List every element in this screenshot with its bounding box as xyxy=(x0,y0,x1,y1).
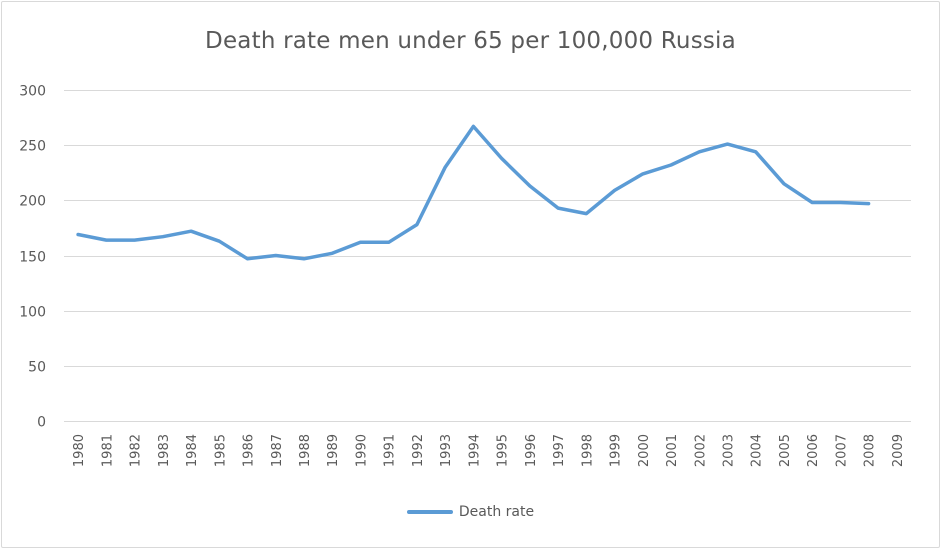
y-tick-label-50: 50 xyxy=(28,360,46,376)
x-tick-label-1983: 1983 xyxy=(157,434,172,467)
x-tick-label-1992: 1992 xyxy=(411,434,426,467)
x-tick-label-1980: 1980 xyxy=(72,434,87,467)
x-tick-label-1995: 1995 xyxy=(496,434,511,467)
chart-title: Death rate men under 65 per 100,000 Russ… xyxy=(205,28,736,54)
x-tick-label-2006: 2006 xyxy=(806,434,821,467)
x-tick-label-1990: 1990 xyxy=(354,434,369,467)
x-tick-label-1999: 1999 xyxy=(609,434,624,467)
y-tick-label-150: 150 xyxy=(19,250,46,266)
x-tick-label-2007: 2007 xyxy=(834,434,849,467)
series-line-0 xyxy=(76,124,871,261)
x-tick-label-1988: 1988 xyxy=(298,434,313,467)
legend-swatch-death-rate xyxy=(406,510,453,514)
y-tick-label-250: 250 xyxy=(19,139,46,155)
x-tick-label-2004: 2004 xyxy=(750,434,765,467)
x-tick-label-1993: 1993 xyxy=(439,434,454,467)
x-tick-label-1989: 1989 xyxy=(326,434,341,467)
x-tick-label-2003: 2003 xyxy=(721,434,736,467)
y-tick-label-300: 300 xyxy=(19,84,46,100)
gridlines xyxy=(64,90,911,422)
x-tick-label-2008: 2008 xyxy=(863,434,878,467)
y-tick-label-0: 0 xyxy=(37,415,46,431)
x-tick-label-1986: 1986 xyxy=(242,434,257,467)
x-tick-label-2000: 2000 xyxy=(637,434,652,467)
x-tick-label-1994: 1994 xyxy=(467,434,482,467)
x-tick-label-1984: 1984 xyxy=(185,434,200,467)
y-tick-label-200: 200 xyxy=(19,194,46,210)
x-tick-label-1996: 1996 xyxy=(524,434,539,467)
series-layer xyxy=(76,124,871,261)
y-tick-label-100: 100 xyxy=(19,305,46,321)
x-tick-label-1997: 1997 xyxy=(552,434,567,467)
y-axis-ticks: 0 50 100 150 200 250 300 xyxy=(19,84,46,431)
x-tick-label-1987: 1987 xyxy=(270,434,285,467)
x-tick-label-1981: 1981 xyxy=(100,434,115,467)
x-tick-label-1982: 1982 xyxy=(129,434,144,467)
x-tick-label-2009: 2009 xyxy=(891,434,906,467)
legend: Death rate xyxy=(0,500,941,524)
x-axis-ticks: 1980 1981 1982 1983 1984 1985 1986 1987 1988 1989… xyxy=(72,434,906,467)
x-tick-label-1985: 1985 xyxy=(213,434,228,467)
x-tick-label-2001: 2001 xyxy=(665,434,680,467)
x-tick-label-1998: 1998 xyxy=(580,434,595,467)
x-tick-label-1991: 1991 xyxy=(383,434,398,467)
x-tick-label-2002: 2002 xyxy=(693,434,708,467)
legend-label-death-rate: Death rate xyxy=(458,504,535,520)
x-tick-label-2005: 2005 xyxy=(778,434,793,467)
